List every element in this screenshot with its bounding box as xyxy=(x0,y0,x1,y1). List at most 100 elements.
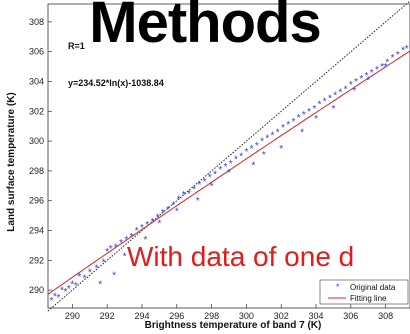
data-point: * xyxy=(213,169,217,180)
data-point: * xyxy=(70,280,74,291)
data-point: * xyxy=(166,205,170,216)
data-point: * xyxy=(328,93,332,104)
data-point: * xyxy=(196,196,200,207)
data-point: * xyxy=(74,281,78,292)
data-point: * xyxy=(123,251,127,262)
data-point: * xyxy=(218,165,222,176)
data-point: * xyxy=(95,263,99,274)
legend-label-original-data: Original data xyxy=(350,283,396,292)
data-point: * xyxy=(56,293,60,304)
data-point: * xyxy=(286,120,290,131)
x-tick-label: 308 xyxy=(378,311,393,321)
y-tick-label: 304 xyxy=(29,76,44,86)
data-point: * xyxy=(156,213,160,224)
data-point: * xyxy=(109,244,113,255)
overlay-note: With data of one d xyxy=(127,241,355,272)
data-point: * xyxy=(210,181,214,192)
data-point: * xyxy=(401,46,405,57)
x-tick-label: 290 xyxy=(65,311,80,321)
data-point: * xyxy=(63,287,67,298)
y-tick-label: 296 xyxy=(29,196,44,206)
legend-marker-original-data: * xyxy=(336,282,340,292)
y-tick-label: 290 xyxy=(29,285,44,295)
data-point: * xyxy=(314,114,318,125)
data-point: * xyxy=(302,110,306,121)
data-point: * xyxy=(281,123,285,134)
data-point: * xyxy=(83,274,87,285)
x-tick-label: 302 xyxy=(274,311,289,321)
data-point: * xyxy=(114,242,118,253)
data-point: * xyxy=(300,128,304,139)
data-point: * xyxy=(60,286,64,297)
data-point: * xyxy=(88,268,92,279)
x-tick-label: 306 xyxy=(343,311,358,321)
data-point: * xyxy=(119,238,123,249)
data-point: * xyxy=(239,152,243,163)
x-axis-label: Brightness temperature of band 7 (K) xyxy=(145,320,322,331)
legend-box xyxy=(319,279,409,305)
data-point: * xyxy=(145,220,149,231)
data-point: * xyxy=(265,134,269,145)
data-point: * xyxy=(262,150,266,161)
data-point: * xyxy=(187,189,191,200)
y-tick-label: 302 xyxy=(29,106,44,116)
data-point: * xyxy=(208,172,212,183)
data-point: * xyxy=(384,62,388,73)
data-point: * xyxy=(366,76,370,87)
data-point: * xyxy=(130,232,134,243)
data-point: * xyxy=(250,144,254,155)
data-point: * xyxy=(197,180,201,191)
data-point: * xyxy=(177,195,181,206)
data-point: * xyxy=(50,296,54,307)
data-point: * xyxy=(144,235,148,246)
y-tick-label: 300 xyxy=(29,136,44,146)
data-point: * xyxy=(312,104,316,115)
y-tick-label: 294 xyxy=(29,226,44,236)
data-point: * xyxy=(175,207,179,218)
x-tick-label: 298 xyxy=(204,311,219,321)
data-point: * xyxy=(157,219,161,230)
data-point: * xyxy=(318,99,322,110)
y-tick-label: 308 xyxy=(29,17,44,27)
data-point: * xyxy=(365,71,369,82)
data-point: * xyxy=(112,271,116,282)
data-point: * xyxy=(359,74,363,85)
data-point: * xyxy=(124,235,128,246)
data-point: * xyxy=(140,223,144,234)
r-value-annotation: R=1 xyxy=(68,41,85,51)
y-tick-label: 292 xyxy=(29,255,44,265)
data-point: * xyxy=(105,247,109,258)
one-to-one-reference-line xyxy=(47,0,410,312)
data-point: * xyxy=(276,128,280,139)
data-point: * xyxy=(380,62,384,73)
y-tick-label: 306 xyxy=(29,47,44,57)
data-point: * xyxy=(161,208,165,219)
y-tick-label: 298 xyxy=(29,166,44,176)
data-point: * xyxy=(244,147,248,158)
data-point: * xyxy=(53,292,57,303)
data-point: * xyxy=(396,50,400,61)
data-point: * xyxy=(323,96,327,107)
data-point: * xyxy=(182,190,186,201)
data-point: * xyxy=(171,201,175,212)
data-point: * xyxy=(98,280,102,291)
data-point: * xyxy=(234,154,238,165)
data-point: * xyxy=(333,90,337,101)
data-point: * xyxy=(349,80,353,91)
data-point: * xyxy=(344,84,348,95)
x-tick-label: 304 xyxy=(309,311,324,321)
data-point: * xyxy=(354,77,358,88)
data-point: * xyxy=(405,44,409,55)
equation-annotation: y=234.52*ln(x)-1038.84 xyxy=(68,78,164,88)
x-tick-label: 294 xyxy=(134,311,149,321)
data-point: * xyxy=(297,113,301,124)
data-point: * xyxy=(307,107,311,118)
data-point: * xyxy=(291,117,295,128)
data-point: * xyxy=(260,137,264,148)
data-point: * xyxy=(227,168,231,179)
data-point: * xyxy=(229,159,233,170)
x-tick-label: 292 xyxy=(100,311,115,321)
y-axis-label: Land surface temperature (K) xyxy=(6,92,17,231)
data-point: * xyxy=(338,87,342,98)
